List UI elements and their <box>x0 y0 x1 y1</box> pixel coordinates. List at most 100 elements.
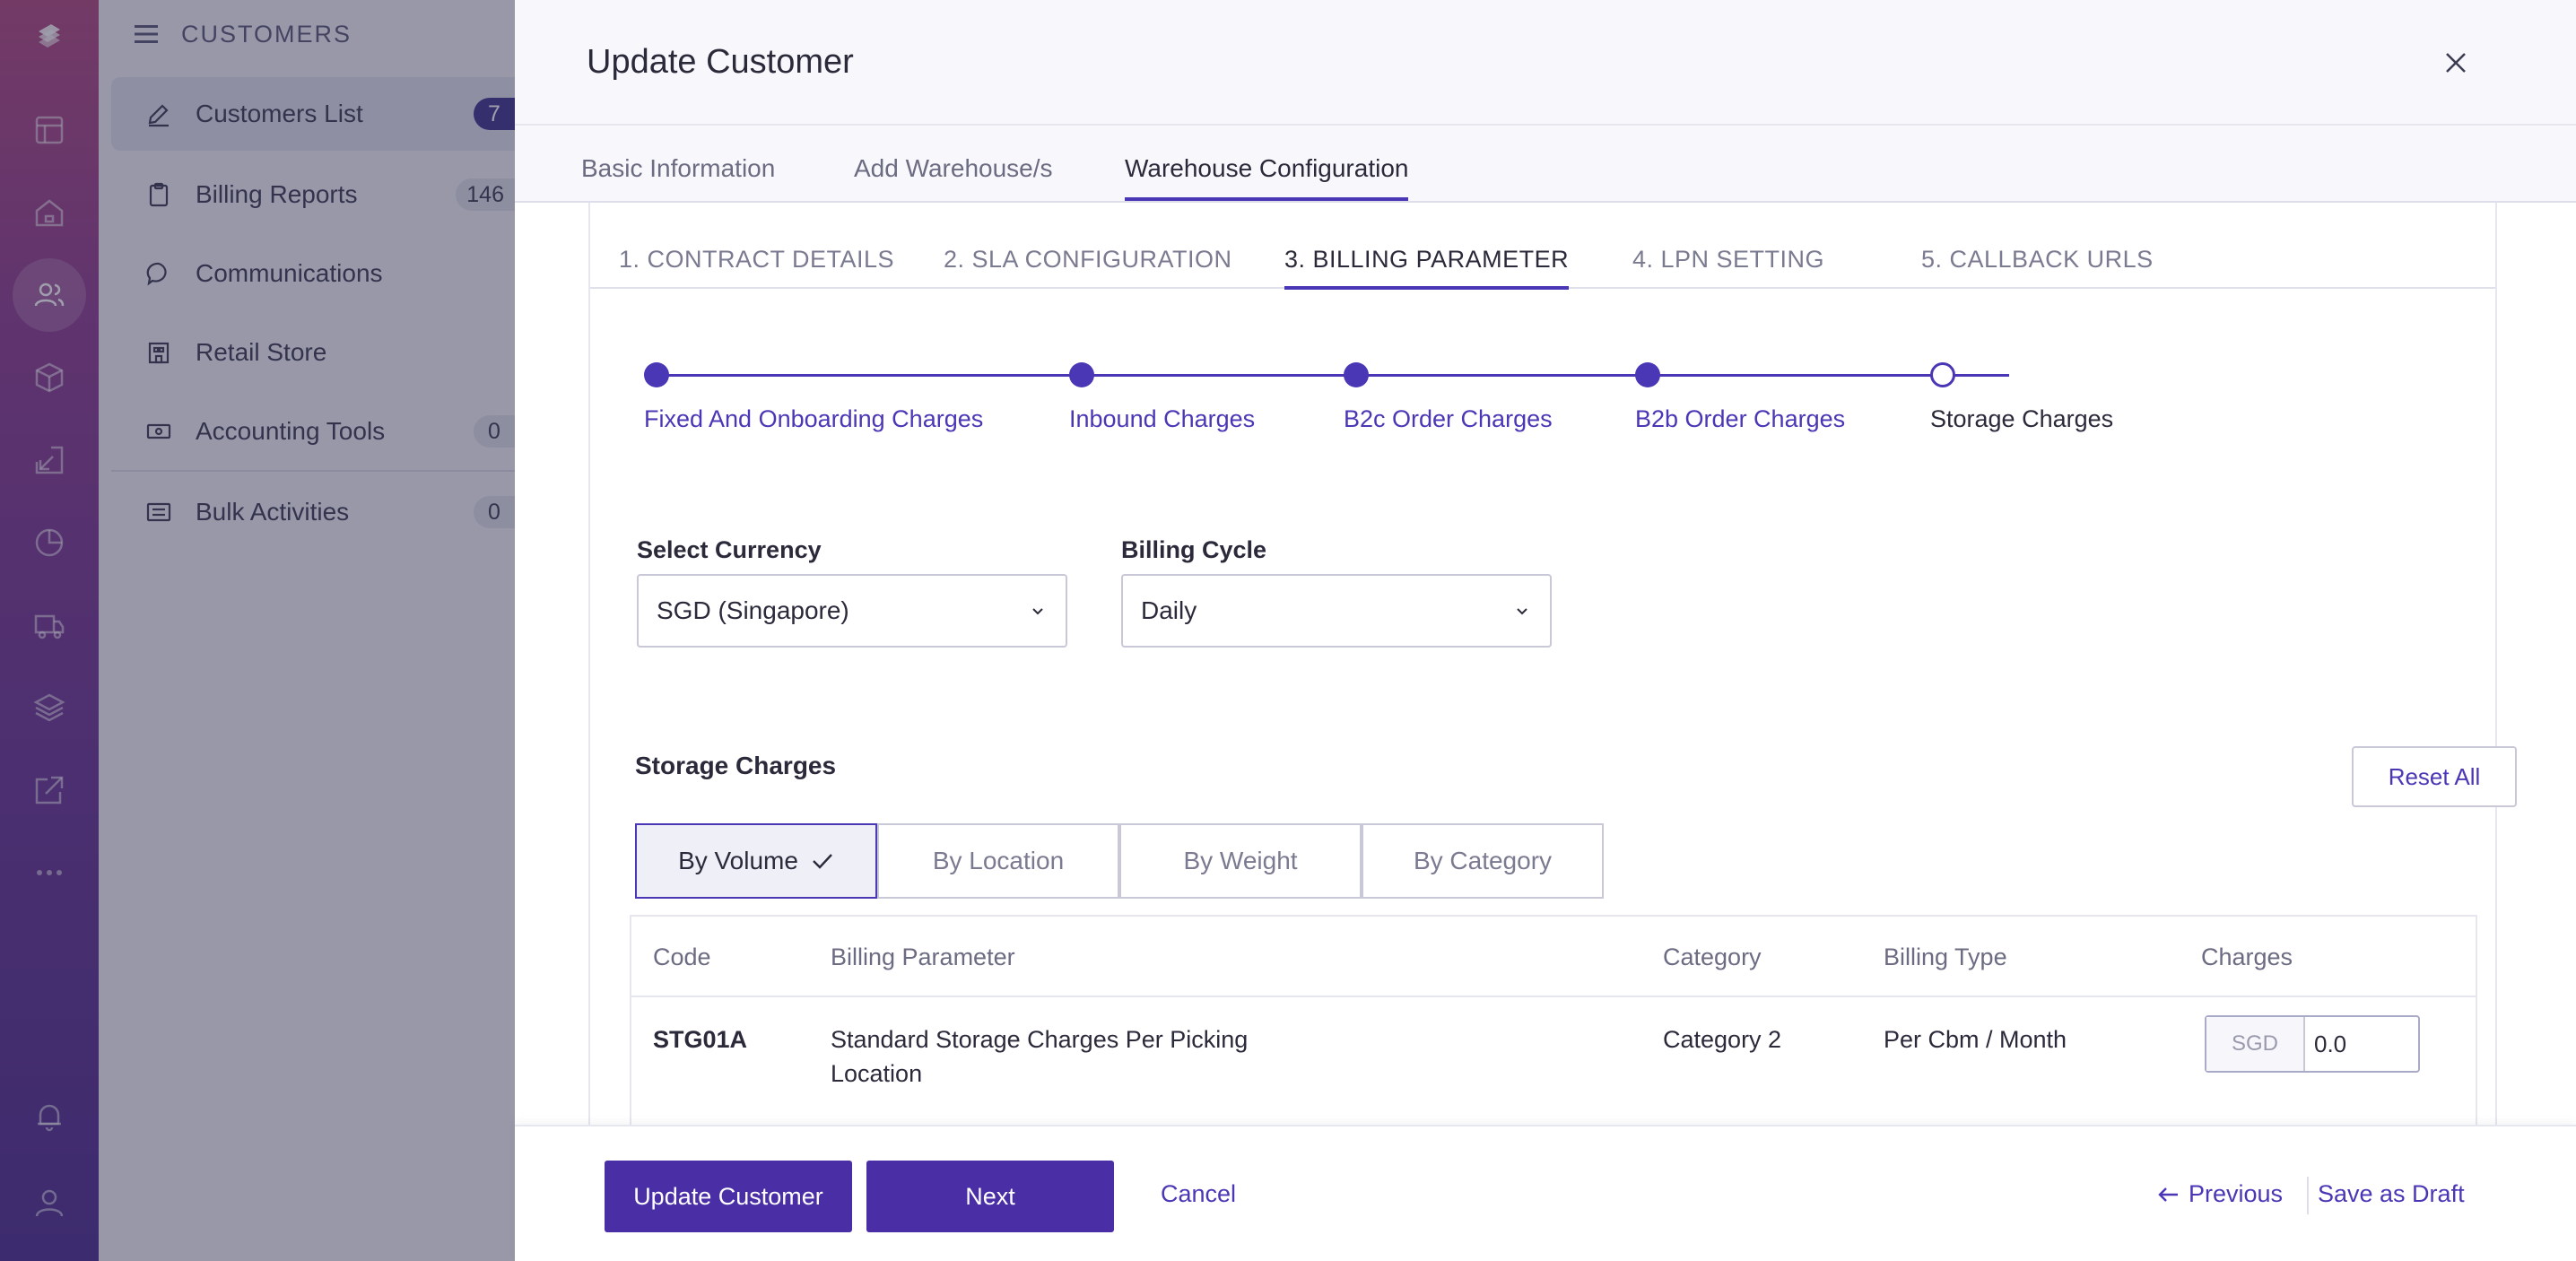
modal-title: Update Customer <box>587 43 854 81</box>
inbound-icon[interactable] <box>25 436 74 484</box>
step-dot[interactable] <box>1069 362 1094 387</box>
close-icon[interactable] <box>2440 47 2472 79</box>
step-label-current[interactable]: Storage Charges <box>1930 405 2114 432</box>
currency-value: SGD (Singapore) <box>657 596 849 624</box>
hamburger-menu-icon[interactable] <box>135 24 158 44</box>
tab-lpn-setting[interactable]: 4. LPN SETTING <box>1632 246 1825 273</box>
billing-stepper: Fixed And Onboarding Charges Inbound Cha… <box>590 355 2495 463</box>
external-link-icon[interactable] <box>25 766 74 814</box>
step-label[interactable]: Fixed And Onboarding Charges <box>644 405 984 432</box>
previous-button[interactable]: Previous <box>2156 1180 2283 1208</box>
sidebar-item-retail-store[interactable]: Retail Store <box>111 316 515 389</box>
row-billing-parameter-line2: Location <box>831 1060 923 1087</box>
modal-footer: Update Customer Next Cancel Previous Sav… <box>515 1125 2576 1261</box>
sidebar-item-label: Bulk Activities <box>196 498 350 526</box>
step-dot-current[interactable] <box>1930 362 1955 387</box>
count-badge: 0 <box>474 496 515 528</box>
step-dot[interactable] <box>644 362 669 387</box>
dashboard-icon[interactable] <box>25 106 74 154</box>
currency-prefix: SGD <box>2206 1017 2305 1071</box>
sidebar-item-label: Accounting Tools <box>196 417 386 445</box>
segment-by-location[interactable]: By Location <box>877 823 1119 899</box>
sidebar-item-communications[interactable]: Communications <box>111 237 515 310</box>
cancel-button[interactable]: Cancel <box>1161 1180 1237 1207</box>
row-billing-parameter: Standard Storage Charges Per Picking Loc… <box>831 1022 1297 1091</box>
tab-billing-parameter[interactable]: 3. BILLING PARAMETER <box>1284 246 1570 290</box>
modal-backdrop[interactable] <box>0 0 515 1261</box>
app-icon-rail <box>0 0 99 1261</box>
sidebar-item-customers-list[interactable]: Customers List 7 <box>111 77 515 151</box>
segment-by-volume[interactable]: By Volume <box>635 823 877 899</box>
update-customer-modal: Update Customer Basic Information Add Wa… <box>515 0 2576 1261</box>
footer-divider <box>2307 1177 2309 1214</box>
billing-cycle-value: Daily <box>1141 596 1197 624</box>
edit-icon <box>144 99 174 129</box>
stepper-line <box>657 374 2009 377</box>
segment-by-weight[interactable]: By Weight <box>1119 823 1362 899</box>
modal-tabs: Basic Information Add Warehouse/s Wareho… <box>515 126 2576 203</box>
charge-input-group: SGD <box>2205 1015 2420 1073</box>
reset-all-button[interactable]: Reset All <box>2352 746 2517 807</box>
user-profile-icon[interactable] <box>25 1178 74 1227</box>
segment-by-category[interactable]: By Category <box>1362 823 1604 899</box>
row-code: STG01A <box>653 1026 748 1053</box>
count-badge: 7 <box>474 98 515 130</box>
row-billing-type: Per Cbm / Month <box>1884 1026 2067 1053</box>
sidebar-item-label: Retail Store <box>196 338 327 366</box>
step-label[interactable]: B2b Order Charges <box>1635 405 1846 432</box>
tab-sla-configuration[interactable]: 2. SLA CONFIGURATION <box>944 246 1232 273</box>
chat-bubble-icon <box>144 258 174 289</box>
step-label[interactable]: B2c Order Charges <box>1344 405 1553 432</box>
currency-select[interactable]: SGD (Singapore) <box>637 574 1067 648</box>
tab-add-warehouses[interactable]: Add Warehouse/s <box>854 154 1053 182</box>
step-dot[interactable] <box>1344 362 1369 387</box>
update-customer-button[interactable]: Update Customer <box>605 1161 852 1232</box>
billing-cycle-label: Billing Cycle <box>1121 536 1267 563</box>
app-logo-icon[interactable] <box>25 13 74 61</box>
storage-charges-table: Code Billing Parameter Category Billing … <box>630 915 2477 1139</box>
config-sub-tabs: 1. CONTRACT DETAILS 2. SLA CONFIGURATION… <box>590 203 2495 290</box>
count-badge: 0 <box>474 415 515 448</box>
modal-header: Update Customer <box>515 0 2576 126</box>
sidebar-item-label: Communications <box>196 259 383 287</box>
tab-callback-urls[interactable]: 5. CALLBACK URLS <box>1921 246 2154 273</box>
charge-input[interactable] <box>2305 1017 2418 1071</box>
store-icon <box>144 337 174 368</box>
column-header-code: Code <box>653 944 711 970</box>
package-icon[interactable] <box>25 353 74 402</box>
segment-label: By Volume <box>678 847 798 874</box>
checkmark-icon <box>813 854 832 869</box>
chevron-down-icon <box>1032 608 1043 615</box>
save-as-draft-button[interactable]: Save as Draft <box>2318 1180 2465 1207</box>
bell-icon[interactable] <box>25 1092 74 1141</box>
sidebar-item-accounting-tools[interactable]: Accounting Tools 0 <box>111 395 515 468</box>
sidebar-item-bulk-activities[interactable]: Bulk Activities 0 <box>111 475 515 549</box>
tab-contract-details[interactable]: 1. CONTRACT DETAILS <box>619 246 895 273</box>
sidebar-item-label: Customers List <box>196 100 363 127</box>
customers-sidebar: CUSTOMERS Customers List 7 Billing Repor… <box>99 0 515 1261</box>
truck-icon[interactable] <box>25 601 74 649</box>
analytics-icon[interactable] <box>25 518 74 567</box>
sidebar-divider <box>111 470 515 472</box>
tab-basic-information[interactable]: Basic Information <box>581 154 776 182</box>
layers-icon[interactable] <box>25 683 74 732</box>
more-icon[interactable] <box>25 848 74 897</box>
billing-parameter-panel: 1. CONTRACT DETAILS 2. SLA CONFIGURATION… <box>588 203 2517 1139</box>
sidebar-header: CUSTOMERS <box>135 16 352 52</box>
home-icon[interactable] <box>25 188 74 237</box>
tab-warehouse-configuration[interactable]: Warehouse Configuration <box>1125 154 1409 201</box>
next-button[interactable]: Next <box>866 1161 1114 1232</box>
billing-cycle-select[interactable]: Daily <box>1121 574 1552 648</box>
column-header-billing-parameter: Billing Parameter <box>831 944 1015 970</box>
table-header-divider <box>631 996 2476 997</box>
step-dot[interactable] <box>1635 362 1660 387</box>
customers-icon[interactable] <box>13 258 86 332</box>
column-header-charges: Charges <box>2201 944 2293 970</box>
column-header-billing-type: Billing Type <box>1884 944 2007 970</box>
step-label[interactable]: Inbound Charges <box>1069 405 1256 432</box>
storage-charges-title: Storage Charges <box>635 752 837 779</box>
sidebar-item-billing-reports[interactable]: Billing Reports 146 <box>111 158 515 231</box>
sidebar-title: CUSTOMERS <box>181 20 352 48</box>
chevron-down-icon <box>1517 608 1527 615</box>
row-category: Category 2 <box>1663 1026 1782 1053</box>
